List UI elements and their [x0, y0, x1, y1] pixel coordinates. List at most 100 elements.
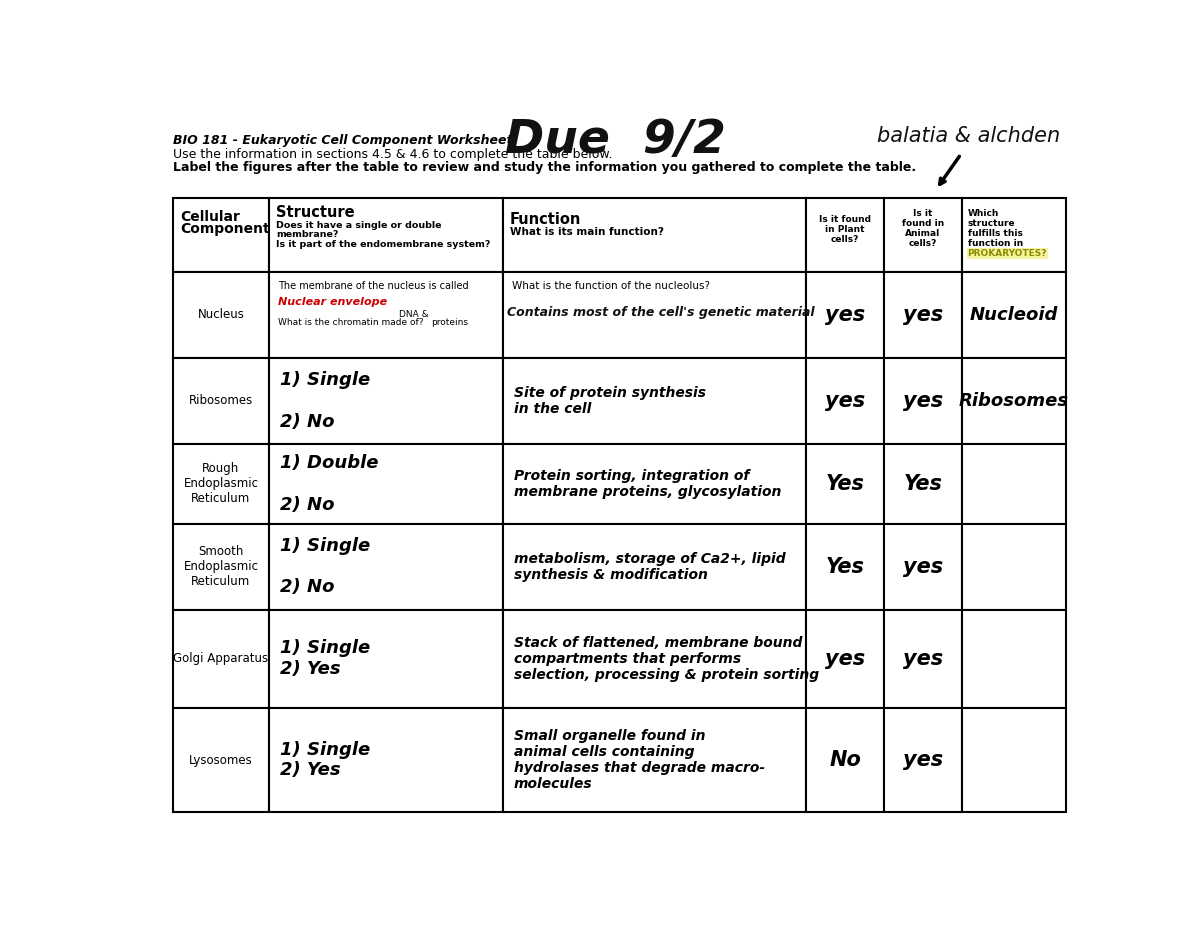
Text: Is it part of the endomembrane system?: Is it part of the endomembrane system? [276, 240, 491, 249]
Text: yes: yes [824, 305, 865, 325]
Text: Which: Which [967, 210, 998, 218]
FancyBboxPatch shape [173, 524, 269, 610]
Text: yes: yes [824, 649, 865, 668]
Text: Label the figures after the table to review and study the information you gather: Label the figures after the table to rev… [173, 161, 917, 174]
Text: found in: found in [902, 219, 944, 228]
FancyBboxPatch shape [806, 708, 884, 812]
Text: balatia & alchden: balatia & alchden [877, 125, 1060, 146]
FancyBboxPatch shape [269, 444, 503, 524]
FancyBboxPatch shape [962, 198, 1066, 272]
FancyBboxPatch shape [962, 708, 1066, 812]
Text: Ribosomes: Ribosomes [188, 394, 253, 407]
FancyBboxPatch shape [962, 610, 1066, 708]
Text: Protein sorting, integration of
membrane proteins, glycosylation: Protein sorting, integration of membrane… [514, 469, 781, 499]
Text: Nucleoid: Nucleoid [970, 306, 1058, 324]
Text: Yes: Yes [826, 474, 864, 494]
FancyBboxPatch shape [173, 610, 269, 708]
Text: Component: Component [181, 222, 270, 236]
Text: PROKARYOTES?: PROKARYOTES? [967, 249, 1048, 259]
Text: yes: yes [902, 391, 943, 411]
Text: membrane?: membrane? [276, 230, 338, 239]
FancyBboxPatch shape [269, 358, 503, 444]
Text: Animal: Animal [906, 229, 941, 238]
FancyBboxPatch shape [173, 272, 269, 358]
FancyBboxPatch shape [884, 358, 962, 444]
Text: Contains most of the cell's genetic material: Contains most of the cell's genetic mate… [508, 306, 815, 319]
FancyBboxPatch shape [503, 358, 806, 444]
Text: Nucleus: Nucleus [198, 309, 245, 322]
FancyBboxPatch shape [884, 444, 962, 524]
Text: Structure: Structure [276, 205, 355, 220]
FancyBboxPatch shape [806, 272, 884, 358]
Text: in Plant: in Plant [826, 225, 865, 234]
Text: Due  9/2: Due 9/2 [504, 119, 726, 163]
Text: structure: structure [967, 219, 1015, 228]
Text: What is its main function?: What is its main function? [510, 227, 664, 237]
Text: Stack of flattened, membrane bound
compartments that performs
selection, process: Stack of flattened, membrane bound compa… [514, 636, 818, 682]
FancyBboxPatch shape [503, 444, 806, 524]
Text: yes: yes [824, 391, 865, 411]
FancyBboxPatch shape [173, 358, 269, 444]
Text: 1) Single

2) No: 1) Single 2) No [280, 371, 370, 431]
FancyBboxPatch shape [503, 272, 806, 358]
FancyBboxPatch shape [173, 198, 269, 272]
Text: Yes: Yes [904, 474, 942, 494]
Text: Nuclear envelope: Nuclear envelope [278, 297, 388, 307]
Text: yes: yes [902, 305, 943, 325]
FancyBboxPatch shape [884, 272, 962, 358]
Text: Yes: Yes [826, 556, 864, 577]
Text: Site of protein synthesis
in the cell: Site of protein synthesis in the cell [514, 386, 706, 416]
FancyBboxPatch shape [884, 198, 962, 272]
Text: 1) Double

2) No: 1) Double 2) No [280, 454, 378, 514]
Text: metabolism, storage of Ca2+, lipid
synthesis & modification: metabolism, storage of Ca2+, lipid synth… [514, 552, 786, 582]
FancyBboxPatch shape [806, 444, 884, 524]
Text: proteins: proteins [431, 318, 468, 327]
Text: Rough
Endoplasmic
Reticulum: Rough Endoplasmic Reticulum [184, 463, 258, 505]
FancyBboxPatch shape [173, 708, 269, 812]
FancyBboxPatch shape [962, 444, 1066, 524]
FancyBboxPatch shape [503, 708, 806, 812]
Text: cells?: cells? [908, 239, 937, 248]
Text: Small organelle found in
animal cells containing
hydrolases that degrade macro-
: Small organelle found in animal cells co… [514, 729, 764, 792]
FancyBboxPatch shape [884, 610, 962, 708]
FancyBboxPatch shape [884, 524, 962, 610]
Text: Does it have a single or double: Does it have a single or double [276, 221, 442, 230]
Text: Smooth
Endoplasmic
Reticulum: Smooth Endoplasmic Reticulum [184, 545, 258, 588]
Text: Lysosomes: Lysosomes [190, 754, 253, 767]
Text: 1) Single

2) No: 1) Single 2) No [280, 537, 370, 596]
Text: Use the information in sections 4.5 & 4.6 to complete the table below.: Use the information in sections 4.5 & 4.… [173, 148, 613, 161]
FancyBboxPatch shape [962, 524, 1066, 610]
FancyBboxPatch shape [269, 198, 503, 272]
FancyBboxPatch shape [806, 358, 884, 444]
Text: Is it found: Is it found [820, 215, 871, 224]
Text: 1) Single
2) Yes: 1) Single 2) Yes [280, 640, 370, 679]
Text: What is the function of the nucleolus?: What is the function of the nucleolus? [512, 281, 710, 290]
FancyBboxPatch shape [806, 610, 884, 708]
FancyBboxPatch shape [173, 444, 269, 524]
Text: What is the chromatin made of?: What is the chromatin made of? [278, 318, 424, 327]
Text: cells?: cells? [830, 235, 859, 244]
Text: function in: function in [967, 239, 1022, 248]
Text: Ribosomes: Ribosomes [959, 392, 1069, 410]
Text: yes: yes [902, 649, 943, 668]
FancyBboxPatch shape [269, 272, 503, 358]
Text: Function: Function [510, 212, 582, 227]
FancyBboxPatch shape [503, 198, 806, 272]
FancyBboxPatch shape [806, 524, 884, 610]
Text: Is it: Is it [913, 210, 932, 218]
Text: The membrane of the nucleus is called: The membrane of the nucleus is called [278, 281, 468, 290]
FancyBboxPatch shape [806, 198, 884, 272]
FancyBboxPatch shape [962, 358, 1066, 444]
FancyBboxPatch shape [962, 272, 1066, 358]
FancyBboxPatch shape [503, 524, 806, 610]
FancyBboxPatch shape [503, 610, 806, 708]
FancyBboxPatch shape [269, 610, 503, 708]
Text: Cellular: Cellular [181, 210, 240, 224]
Text: Golgi Apparatus: Golgi Apparatus [173, 653, 269, 666]
Text: No: No [829, 750, 860, 770]
Text: BIO 181 - Eukaryotic Cell Component Worksheet: BIO 181 - Eukaryotic Cell Component Work… [173, 134, 512, 147]
FancyBboxPatch shape [269, 708, 503, 812]
Text: yes: yes [902, 556, 943, 577]
Text: DNA &: DNA & [398, 310, 428, 319]
Text: 1) Single
2) Yes: 1) Single 2) Yes [280, 741, 370, 780]
